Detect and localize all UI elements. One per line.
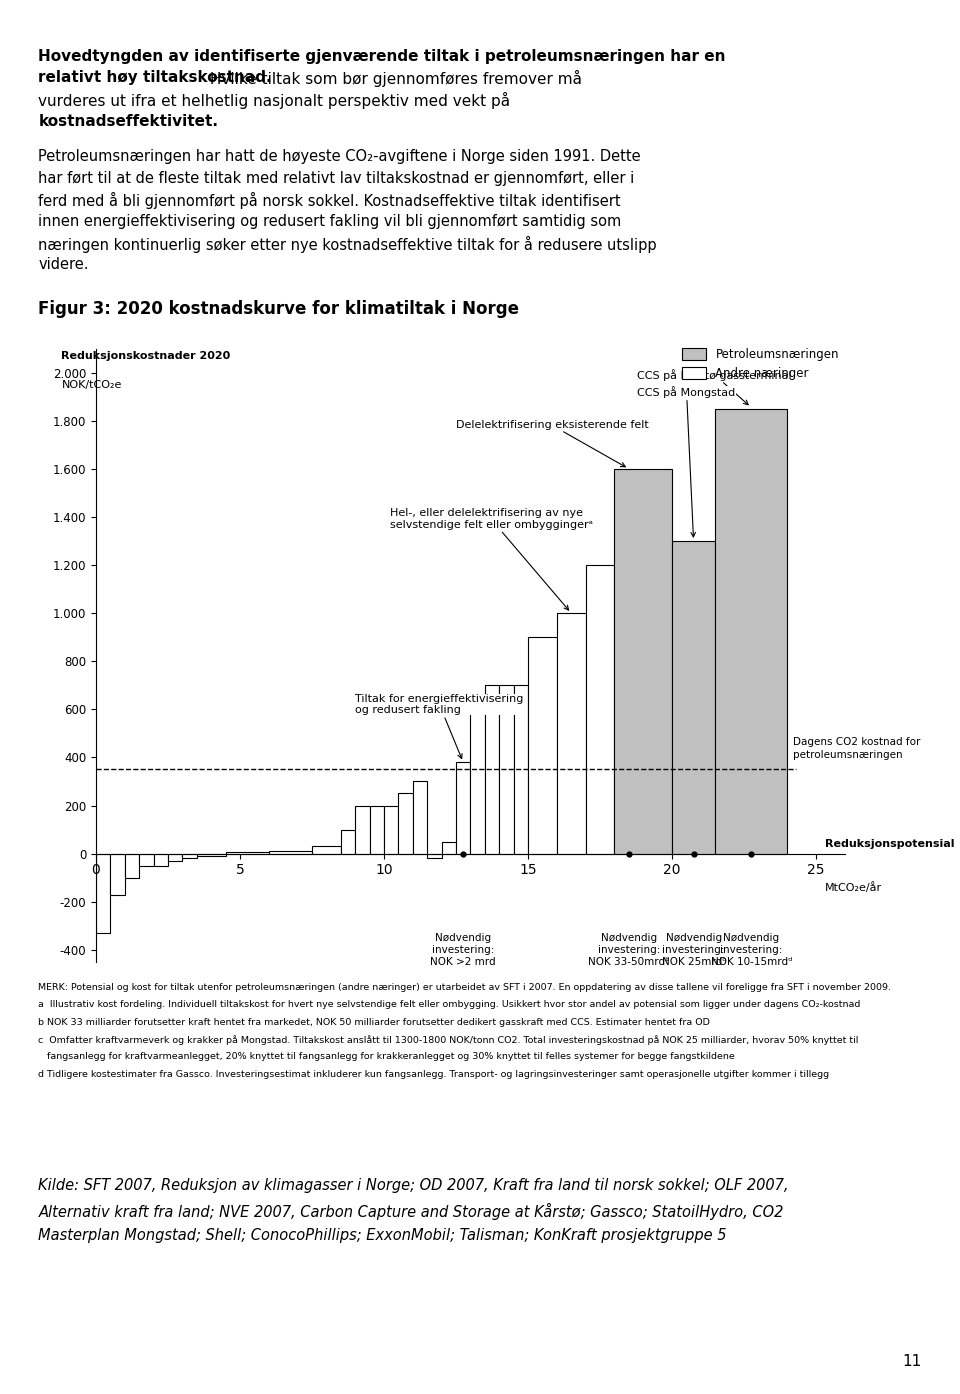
Text: næringen kontinuerlig søker etter nye kostnadseffektive tiltak for å redusere ut: næringen kontinuerlig søker etter nye ko… (38, 236, 657, 252)
Text: c  Omfatter kraftvarmeverk og krakker på Mongstad. Tiltakskost anslått til 1300-: c Omfatter kraftvarmeverk og krakker på … (38, 1034, 859, 1046)
Text: Nødvendig
investering:
NOK >2 mrd: Nødvendig investering: NOK >2 mrd (430, 933, 496, 967)
Legend: Petroleumsnæringen, Andre næringer: Petroleumsnæringen, Andre næringer (683, 348, 839, 381)
Bar (715, 408, 787, 853)
Text: MERK: Potensial og kost for tiltak utenfor petroleumsnæringen (andre næringer) e: MERK: Potensial og kost for tiltak utenf… (38, 983, 892, 991)
Text: Nødvendig
investering:
NOK 10-15mrdᵈ: Nødvendig investering: NOK 10-15mrdᵈ (710, 933, 792, 967)
Bar (312, 846, 341, 853)
Text: Petroleumsnæringen har hatt de høyeste CO₂-avgiftene i Norge siden 1991. Dette: Petroleumsnæringen har hatt de høyeste C… (38, 149, 641, 164)
Text: fangsanlegg for kraftvarmeanlegget, 20% knyttet til fangsanlegg for krakkeranleg: fangsanlegg for kraftvarmeanlegget, 20% … (38, 1052, 735, 1061)
Text: Hovedtyngden av identifiserte gjenværende tiltak i petroleumsnæringen har en: Hovedtyngden av identifiserte gjenværend… (38, 49, 726, 64)
Text: Reduksjonskostnader 2020: Reduksjonskostnader 2020 (61, 351, 230, 361)
Text: Reduksjonspotensial: Reduksjonspotensial (825, 839, 954, 849)
Text: b NOK 33 milliarder forutsetter kraft hentet fra markedet, NOK 50 milliarder for: b NOK 33 milliarder forutsetter kraft he… (38, 1018, 710, 1026)
Bar (557, 613, 586, 853)
Bar (96, 853, 110, 933)
Text: d Tidligere kostestimater fra Gassco. Investeringsestimat inkluderer kun fangsan: d Tidligere kostestimater fra Gassco. In… (38, 1071, 829, 1079)
Text: CCS på Mongstad: CCS på Mongstad (637, 386, 735, 537)
Bar (427, 853, 442, 859)
Bar (125, 853, 139, 878)
Bar (182, 853, 197, 859)
Text: har ført til at de fleste tiltak med relativt lav tiltakskostnad er gjennomført,: har ført til at de fleste tiltak med rel… (38, 170, 635, 185)
Bar (413, 782, 427, 853)
Bar (614, 468, 672, 853)
Bar (370, 806, 384, 853)
Text: Figur 3: 2020 kostnadskurve for klimatiltak i Norge: Figur 3: 2020 kostnadskurve for klimatil… (38, 300, 519, 318)
Bar (514, 686, 528, 853)
Text: Nødvendig
investering:
NOK 33-50mrdᵇ: Nødvendig investering: NOK 33-50mrdᵇ (588, 933, 670, 967)
Text: Hvilke tiltak som bør gjennomføres fremover må: Hvilke tiltak som bør gjennomføres fremo… (205, 70, 582, 86)
Text: NOK/tCO₂e: NOK/tCO₂e (61, 379, 122, 390)
Text: videre.: videre. (38, 256, 89, 272)
Text: MtCO₂e/år: MtCO₂e/år (825, 882, 882, 894)
Text: Nødvendig
investering:
NOK 25mrdᶜ: Nødvendig investering: NOK 25mrdᶜ (661, 933, 726, 967)
Text: Hel-, eller delelektrifisering av nye
selvstendige felt eller ombyggingerᵃ: Hel-, eller delelektrifisering av nye se… (390, 509, 592, 611)
Bar (384, 806, 398, 853)
Bar (485, 686, 499, 853)
Text: a  Illustrativ kost fordeling. Individuell tiltakskost for hvert nye selvstendig: a Illustrativ kost fordeling. Individuel… (38, 1001, 861, 1009)
Bar (168, 853, 182, 861)
Bar (139, 853, 154, 866)
Text: Masterplan Mongstad; Shell; ConocoPhillips; ExxonMobil; Talisman; KonKraft prosj: Masterplan Mongstad; Shell; ConocoPhilli… (38, 1228, 727, 1243)
Text: Alternativ kraft fra land; NVE 2007, Carbon Capture and Storage at Kårstø; Gassc: Alternativ kraft fra land; NVE 2007, Car… (38, 1203, 783, 1220)
Bar (341, 829, 355, 853)
Bar (197, 853, 226, 856)
Bar (110, 853, 125, 895)
Text: Delelektrifisering eksisterende felt: Delelektrifisering eksisterende felt (456, 421, 649, 467)
Bar (586, 565, 614, 853)
Bar (528, 637, 557, 853)
Bar (269, 852, 312, 853)
Text: Kilde: SFT 2007, Reduksjon av klimagasser i Norge; OD 2007, Kraft fra land til n: Kilde: SFT 2007, Reduksjon av klimagasse… (38, 1178, 789, 1193)
Text: kostnadseffektivitet.: kostnadseffektivitet. (38, 114, 219, 130)
Bar (470, 710, 485, 853)
Bar (672, 541, 715, 853)
Bar (442, 842, 456, 853)
Bar (398, 793, 413, 853)
Text: vurderes ut ifra et helhetlig nasjonalt perspektiv med vekt på: vurderes ut ifra et helhetlig nasjonalt … (38, 92, 511, 109)
Text: CCS på Kårstø gassterminal: CCS på Kårstø gassterminal (637, 369, 792, 404)
Text: ferd med å bli gjennomført på norsk sokkel. Kostnadseffektive tiltak identifiser: ferd med å bli gjennomført på norsk sokk… (38, 192, 621, 209)
Bar (499, 686, 514, 853)
Text: innen energieffektivisering og redusert fakling vil bli gjennomført samtidig som: innen energieffektivisering og redusert … (38, 213, 622, 229)
Bar (355, 806, 370, 853)
Text: Tiltak for energieffektivisering
og redusert fakling: Tiltak for energieffektivisering og redu… (355, 694, 523, 758)
Bar (154, 853, 168, 866)
Text: relativt høy tiltakskostnad.: relativt høy tiltakskostnad. (38, 70, 272, 85)
Bar (456, 763, 470, 853)
Text: 11: 11 (902, 1354, 922, 1369)
Text: Dagens CO2 kostnad for
petroleumsnæringen: Dagens CO2 kostnad for petroleumsnæringe… (793, 737, 921, 760)
